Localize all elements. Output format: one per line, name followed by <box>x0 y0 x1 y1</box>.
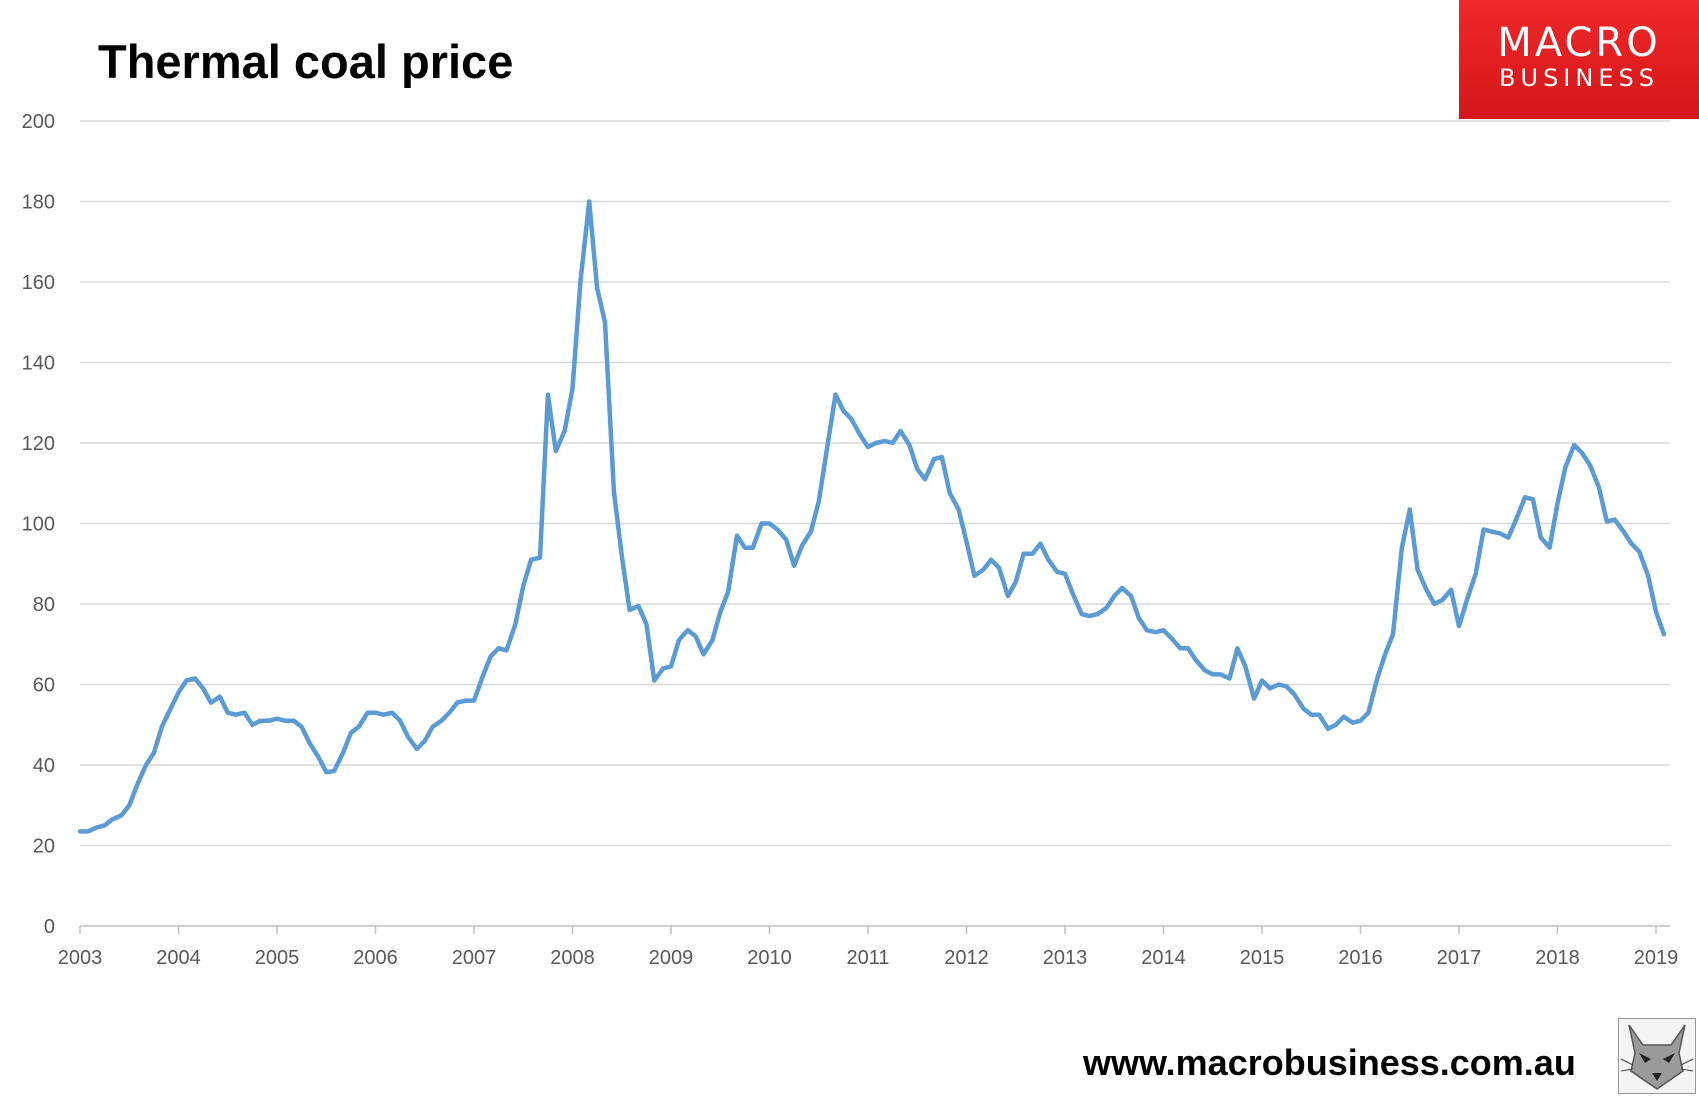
x-tick-label: 2017 <box>1437 947 1482 969</box>
grid-lines <box>80 120 1670 847</box>
y-tick-label: 40 <box>33 755 55 777</box>
x-tick-label: 2009 <box>649 947 694 969</box>
x-tick-label: 2006 <box>353 947 398 969</box>
x-tick-label: 2004 <box>156 947 201 969</box>
wolf-icon <box>1618 1018 1696 1094</box>
x-axis-ticks: 2003 2004 2005 2006 2007 2008 2009 2010 2011 2012… <box>58 926 1679 969</box>
x-tick-label: 2012 <box>944 947 989 969</box>
x-tick-label: 2010 <box>747 947 792 969</box>
footer-url[interactable]: www.macrobusiness.com.au <box>1083 1042 1576 1083</box>
series-layer <box>77 199 1667 834</box>
x-tick-label: 2018 <box>1535 947 1580 969</box>
chart-title: Thermal coal price <box>98 35 514 88</box>
x-tick-label: 2011 <box>846 947 889 969</box>
series-line <box>77 199 1667 834</box>
y-tick-label: 180 <box>22 192 55 214</box>
x-tick-label: 2013 <box>1043 947 1088 969</box>
logo-line-1: MACRO <box>1497 20 1661 66</box>
x-tick-label: 2014 <box>1141 947 1186 969</box>
x-tick-label: 2007 <box>452 947 497 969</box>
x-tick-label: 2005 <box>255 947 300 969</box>
y-tick-label: 0 <box>44 916 55 938</box>
macrobusiness-logo[interactable]: MACRO BUSINESS <box>1459 0 1699 119</box>
y-tick-label: 80 <box>33 594 55 616</box>
y-tick-label: 60 <box>33 675 55 697</box>
y-tick-label: 200 <box>22 111 55 133</box>
y-tick-label: 120 <box>22 433 55 455</box>
x-tick-label: 2008 <box>550 947 595 969</box>
x-tick-label: 2003 <box>58 947 103 969</box>
y-tick-label: 20 <box>33 836 55 858</box>
x-tick-label: 2019 <box>1634 947 1679 969</box>
y-tick-label: 140 <box>22 353 55 375</box>
y-tick-label: 160 <box>22 272 55 294</box>
x-tick-label: 2016 <box>1338 947 1383 969</box>
y-tick-label: 100 <box>22 514 55 536</box>
y-axis-ticks: 0 20 40 60 80 100 120 140 160 180 200 <box>22 111 55 938</box>
logo-line-2: BUSINESS <box>1499 64 1659 92</box>
x-tick-label: 2015 <box>1240 947 1285 969</box>
